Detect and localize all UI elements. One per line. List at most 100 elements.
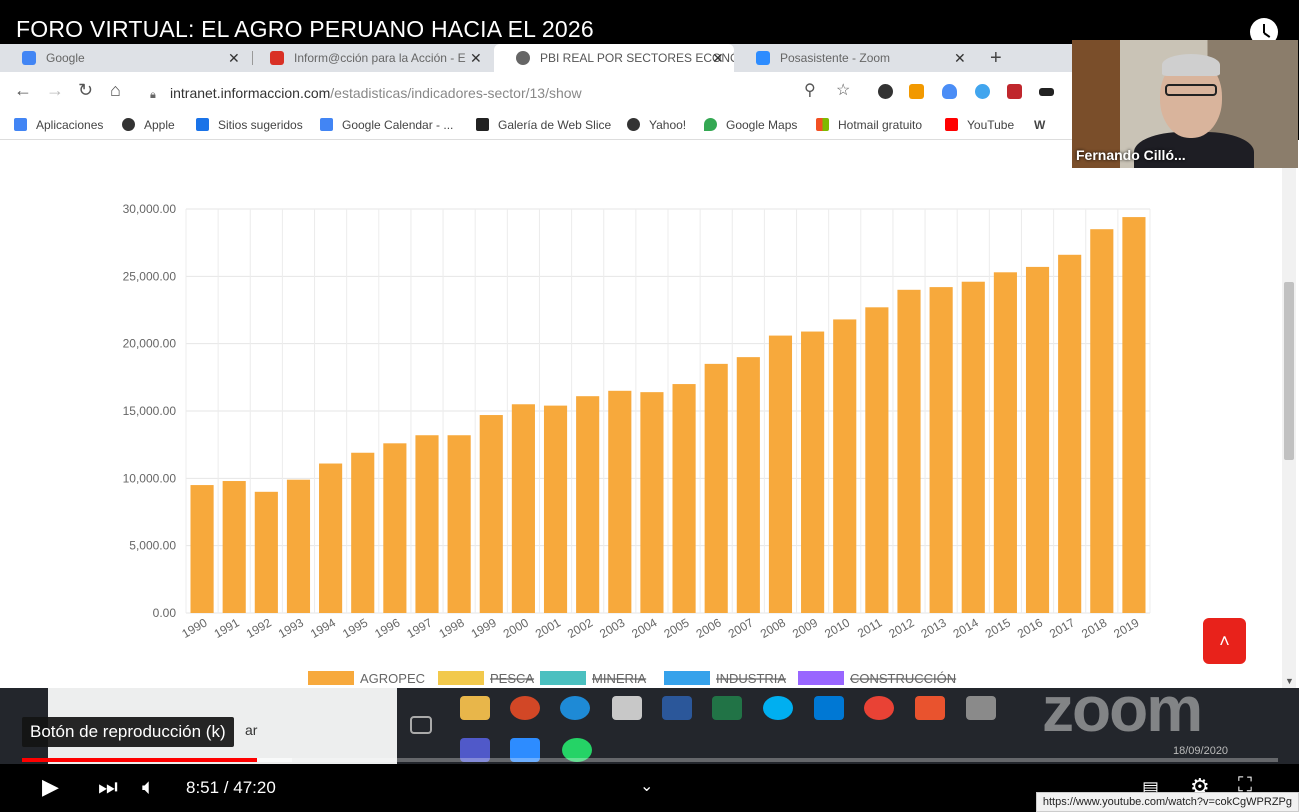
x-tick-label: 2014 [951,615,981,641]
back-arrow-icon[interactable]: ← [14,80,32,100]
teams-icon[interactable] [460,738,490,762]
scroll-down-arrow-icon[interactable]: ▼ [1285,676,1294,686]
shield-extension-icon[interactable] [942,84,957,99]
close-tab-icon[interactable]: ✕ [712,50,724,66]
bookmark-item[interactable]: Apple [122,118,175,132]
bookmark-item[interactable]: Google Calendar - ... [320,118,453,132]
bar [511,404,535,613]
scroll-to-top-button[interactable]: ˄ [1203,618,1246,664]
bar [993,272,1017,613]
x-tick-label: 1991 [212,615,242,641]
store-icon[interactable] [612,696,642,720]
bookmark-item[interactable]: Yahoo! [627,118,686,132]
reload-icon[interactable]: ↻ [78,80,94,100]
home-icon[interactable]: ⌂ [110,80,121,100]
bookmark-item[interactable]: Sitios sugeridos [196,118,303,132]
skype-icon[interactable] [763,696,793,720]
tab-pbi-real[interactable]: PBI REAL POR SECTORES ECONÓ ✕ [494,44,734,72]
bar [736,357,760,613]
tab-informaccion[interactable]: Inform@cción para la Acción - E ✕ [248,44,494,72]
close-tab-icon[interactable]: ✕ [954,50,966,66]
legend-label: PESCA [490,671,534,686]
play-icon[interactable]: ▶ [42,774,59,799]
file-explorer-icon[interactable] [460,696,490,720]
x-tick-label: 1997 [404,615,434,641]
url-path: /estadisticas/indicadores-sector/13/show [330,85,582,101]
bookmark-item[interactable]: Hotmail gratuito [816,118,922,132]
bookmark-item[interactable]: Aplicaciones [14,118,103,132]
bar [415,435,439,613]
zoom-watermark: zoom [1042,673,1203,745]
whatsapp-icon[interactable] [562,738,592,762]
bar [1025,266,1050,613]
x-tick-label: 2003 [597,615,627,641]
legend-swatch [438,671,484,685]
extension-icon[interactable] [878,84,893,99]
chrome-icon[interactable] [864,696,894,720]
outlook-icon[interactable] [814,696,844,720]
x-tick-label: 1990 [179,615,209,641]
bookmark-star-icon[interactable]: ☆ [836,82,851,99]
tab-zoom[interactable]: Posasistente - Zoom ✕ [734,44,974,72]
status-url: https://www.youtube.com/watch?v=cokCgWPR… [1035,792,1299,812]
next-video-icon[interactable]: ⏭ [98,774,118,799]
task-view-icon[interactable] [410,716,432,734]
cloud-extension-icon[interactable] [975,84,990,99]
exit-fullscreen-icon[interactable]: ⛶ [1238,774,1252,796]
extension-icon[interactable] [909,84,924,99]
x-tick-label: 1995 [340,615,370,641]
new-tab-plus-icon[interactable]: + [990,47,1002,69]
map-pin-icon [704,118,717,131]
player-controls: ▶ ⏭ 🔈︎ 8:51 / 47:20 ⌄ ▤ ⚙ ⛶ https://www.… [0,764,1299,812]
volume-icon[interactable]: 🔈︎ [142,774,156,799]
x-tick-label: 1998 [437,615,467,641]
bar [608,390,632,613]
extension-icon[interactable] [1039,88,1054,96]
legend-swatch [308,671,354,685]
x-tick-label: 2007 [726,615,756,641]
x-tick-label: 2004 [629,615,659,641]
x-tick-label: 1999 [469,615,499,641]
video-time: 8:51 / 47:20 [186,778,276,797]
zoom-app-icon[interactable] [510,738,540,762]
bar [865,307,889,613]
apps-grid-icon [14,118,27,131]
bar [543,405,568,613]
system-date: 18/09/2020 [1173,745,1229,757]
bookmark-label: W [1034,118,1046,132]
zoom-magnifier-icon[interactable]: ⚲ [804,82,816,99]
bookmark-item[interactable]: Google Maps [704,118,797,132]
tab-label: Posasistente - Zoom [780,51,891,65]
tab-google[interactable]: Google ✕ [0,44,250,72]
chevron-down-icon[interactable]: ⌄ [640,778,654,795]
edge-icon[interactable] [560,696,590,720]
scrollbar-thumb[interactable] [1284,282,1294,460]
bookmark-item[interactable]: Galería de Web Slice [476,118,611,132]
x-tick-label: 2011 [855,615,885,640]
bookmark-label: Google Calendar - ... [342,118,454,132]
video-progress-bar[interactable] [22,758,1278,762]
app-icon[interactable] [915,696,945,720]
forward-arrow-icon[interactable]: → [46,80,64,100]
x-tick-label: 2009 [790,615,820,641]
x-tick-label: 1992 [244,615,274,641]
x-tick-label: 2019 [1111,615,1141,641]
page-scrollbar[interactable]: ▼ [1282,140,1296,688]
zoom-icon [756,51,770,65]
camera-icon[interactable] [966,696,996,720]
close-tab-icon[interactable]: ✕ [228,50,240,66]
close-tab-icon[interactable]: ✕ [470,50,482,66]
play-button-tooltip: Botón de reproducción (k) [22,717,234,747]
extension-icon[interactable] [1007,84,1022,99]
bookmark-item[interactable]: YouTube [945,118,1014,132]
url-field[interactable]: 🔒︎ intranet.informaccion.com/estadisticas… [150,80,870,106]
bar [1058,254,1082,613]
powerpoint-icon[interactable] [510,696,540,720]
bookmark-item[interactable]: W [1034,118,1045,132]
bar [479,415,503,613]
tab-label: PBI REAL POR SECTORES ECONÓ [540,51,734,65]
legend-swatch [798,671,844,685]
word-icon[interactable] [662,696,692,720]
excel-icon[interactable] [712,696,742,720]
